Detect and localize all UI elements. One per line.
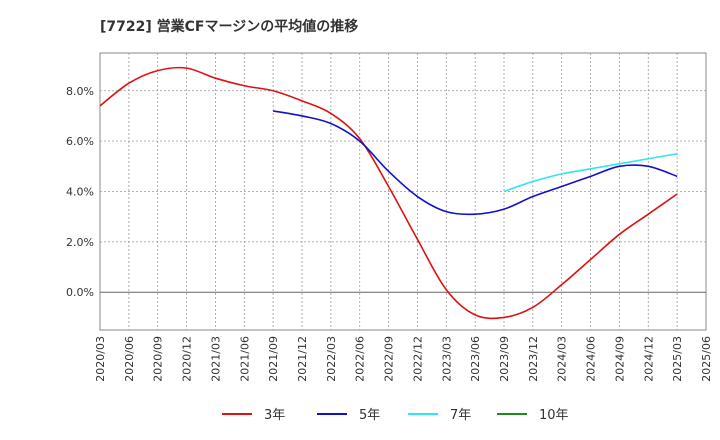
legend-label: 10年 [539,408,569,423]
y-tick-label: 4.0% [66,186,94,199]
x-tick-label: 2024/06 [585,336,598,382]
x-tick-label: 2020/09 [152,336,165,382]
horizontal-grid [100,90,706,293]
x-axis-ticks: 2020/03 2020/06 2020/09 2020/12 2021/03 2021/… [94,336,713,382]
x-tick-label: 2022/06 [354,336,367,382]
x-tick-label: 2024/03 [556,336,569,382]
series-line-3年 [99,66,678,320]
x-tick-label: 2020/03 [94,336,107,382]
y-axis-ticks: 0.0% 2.0% 4.0% 6.0% 8.0% [66,85,94,299]
x-tick-label: 2023/06 [469,336,482,382]
legend-label: 7年 [450,408,471,423]
x-tick-label: 2021/03 [209,336,222,382]
x-tick-label: 2022/12 [411,336,424,382]
y-tick-label: 6.0% [66,135,94,148]
series-line-5年 [273,110,678,216]
x-tick-label: 2024/09 [613,336,626,382]
x-tick-label: 2020/12 [181,336,194,382]
x-tick-label: 2023/03 [440,336,453,382]
x-tick-label: 2025/06 [700,336,713,382]
x-tick-label: 2021/09 [267,336,280,382]
series-line-7年 [503,152,678,193]
x-tick-label: 2021/12 [296,336,309,382]
x-tick-label: 2025/03 [671,336,684,382]
x-tick-label: 2023/09 [498,336,511,382]
y-tick-label: 0.0% [66,286,94,299]
x-tick-label: 2023/12 [527,336,540,382]
x-tick-label: 2022/09 [383,336,396,382]
y-tick-label: 2.0% [66,236,94,249]
x-tick-label: 2022/03 [325,336,338,382]
y-tick-label: 8.0% [66,85,94,98]
legend: 3年 5年 7年 10年 [222,408,569,423]
series-lines [99,66,678,320]
x-tick-label: 2021/06 [238,336,251,382]
plot-area [99,52,707,331]
legend-label: 5年 [359,408,380,423]
chart-title: [7722] 営業CFマージンの平均値の推移 [100,18,358,35]
x-tick-label: 2024/12 [642,336,655,382]
legend-label: 3年 [264,408,285,423]
x-tick-label: 2020/06 [123,336,136,382]
